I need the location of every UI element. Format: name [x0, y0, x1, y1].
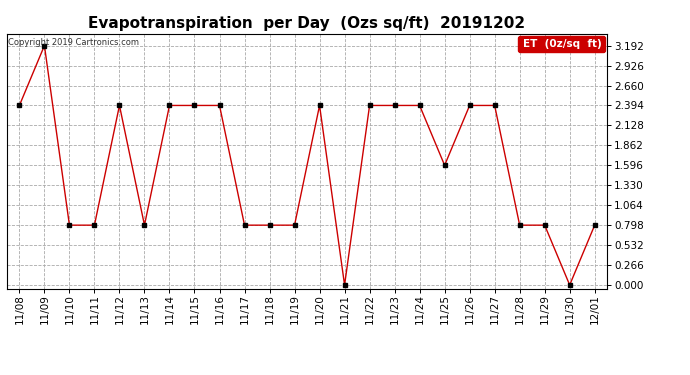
- Legend: ET  (0z/sq  ft): ET (0z/sq ft): [518, 36, 605, 52]
- Title: Evapotranspiration  per Day  (Ozs sq/ft)  20191202: Evapotranspiration per Day (Ozs sq/ft) 2…: [88, 16, 526, 31]
- Text: Copyright 2019 Cartronics.com: Copyright 2019 Cartronics.com: [8, 38, 139, 46]
